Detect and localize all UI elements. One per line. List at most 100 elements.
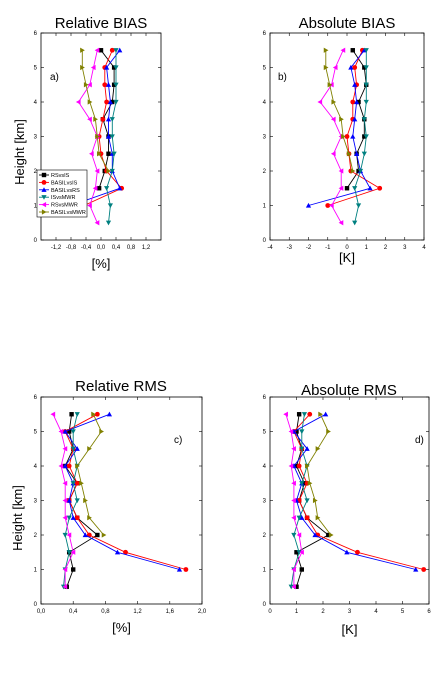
panel-1-point-ISvsMWR [111,151,117,157]
panel-1-y-tick-label: 2 [34,169,38,175]
panel-1-label: a) [50,72,59,83]
panel-4-x-tick-label: 5 [401,609,405,615]
panel-2-point-ISvsMWR [363,65,369,71]
panel-2-y-tick-label: 1 [263,204,267,210]
panel-2-point-BASILvsMWR [327,82,333,88]
panel-1-point-RSvsMWR [94,47,100,53]
panel-4-point-BASILvsMWR [318,411,323,417]
panel-3-point-RSvsIS [95,532,100,538]
panel-4-point-BASILvsMWR [305,463,310,469]
panel-3-point-RSvsMWR [62,446,68,452]
panel-2-x-tick-label: 3 [403,245,407,251]
panel-4-point-RSvsMWR [299,549,304,555]
panel-2-y-tick-label: 0 [263,238,267,244]
panel-2-x-tick-label: 1 [365,245,369,251]
panel-1-point-RSvsMWR [87,82,92,88]
panel-1-x-tick-label: -0,8 [66,245,77,251]
panel-2-point-ISvsMWR [355,203,362,209]
panel-2-y-tick-label: 5 [263,66,267,72]
panel-3-point-RSvsMWR [62,497,68,504]
panel-1-series-line-BASILvsIS [83,50,123,206]
panel-4-series-line-BASILvsMWR [306,414,332,536]
panel-2-point-RSvsIS [344,186,350,191]
panel-1-point-BASILvsMWR [80,47,85,53]
panel-4-point-BASILvsIS [296,463,302,469]
panel-1-point-ISvsMWR [113,99,119,105]
panel-4-point-ISvsMWR [304,498,310,504]
panel-3-point-ISvsMWR [70,429,76,435]
panel-2-point-ISvsMWR [363,99,369,105]
panel-4-point-ISvsMWR [299,446,305,452]
panel-2-point-BASILvsMWR [323,64,329,71]
panel-3-series-line-BASILvsRS [64,413,180,570]
panel-3-point-ISvsMWR [66,550,72,555]
panel-1-point-BASILvsRS [105,133,112,139]
panel-4-point-ISvsMWR [291,532,297,538]
panel-4-point-RSvsIS [299,567,304,572]
panel-4-y-tick-label: 5 [263,430,267,436]
panel-3-point-RSvsMWR [58,463,64,469]
panel-2-point-BASILvsIS [350,99,356,105]
panel-1-point-ISvsMWR [109,168,115,174]
panel-2-x-tick-label: 2 [384,245,388,251]
panel-2-point-RSvsIS [356,99,361,105]
panel-4-y-tick-label: 0 [263,602,267,608]
panel-2-point-BASILvsRS [350,133,356,139]
panel-4-y-tick-label: 3 [263,499,267,505]
panel-1-title: Relative BIAS [55,15,148,32]
legend-marker-ISvsMWR [41,195,47,200]
panel-2-point-BASILvsMWR [346,151,352,157]
panel-4-y-tick-label: 2 [263,533,267,539]
panel-1-point-BASILvsIS [102,82,108,88]
panel-4-point-BASILvsRS [413,566,419,572]
panel-3-x-tick-label: 1,6 [166,609,175,615]
panel-3-point-BASILvsMWR [101,532,107,538]
panel-4-x-tick-label: 0 [268,609,272,615]
panel-3-point-BASILvsIS [183,567,189,572]
panel-2-point-RSvsMWR [338,185,344,191]
panel-2-point-RSvsIS [350,48,355,53]
panel-3-point-RSvsMWR [58,428,64,435]
panel-1-point-BASILvsMWR [106,168,112,174]
legend-marker-RSvsIS [41,172,47,178]
panel-1-x-tick-label: -0,4 [81,245,92,251]
panel-3-point-RSvsMWR [62,515,68,521]
panel-4-point-BASILvsMWR [315,515,321,521]
panel-2-x-tick-label: -3 [287,245,293,251]
panel-3-point-ISvsMWR [66,515,72,521]
panel-4-point-BASILvsRS [312,532,318,538]
legend-label-BASILvsIS: BASILvsIS [51,180,78,186]
panel-2-point-RSvsMWR [338,220,344,226]
panel-1-x-tick-label: 0,4 [112,245,121,251]
panel-2-point-RSvsMWR [338,168,344,174]
panel-4-x-tick-label: 6 [427,609,431,615]
panel-2-point-RSvsMWR [329,202,334,209]
panel-3-point-BASILvsRS [62,463,68,469]
panel-4-point-RSvsIS [294,463,299,469]
panel-1-point-BASILvsRS [104,64,110,70]
panel-1-y-tick-label: 0 [34,238,38,244]
panel-1-x-tick-label: 0,0 [97,245,106,251]
panel-1-point-RSvsMWR [87,116,92,122]
panel-3-point-BASILvsRS [74,446,80,451]
panel-1-point-BASILvsIS [104,99,110,105]
panel-3-point-BASILvsRS [114,549,121,555]
panel-2-point-ISvsMWR [363,48,369,53]
panel-4-point-RSvsIS [296,412,302,417]
panel-2-point-RSvsIS [362,65,367,70]
panel-3-y-tick-label: 0 [34,602,38,608]
panel-1-point-BASILvsMWR [83,82,89,88]
panel-3-x-tick-label: 0,8 [101,609,110,615]
panel-1-point-RSvsMWR [92,185,98,191]
panel-1-point-RSvsMWR [87,202,92,209]
panel-4-label: d) [415,435,424,446]
panel-1-point-BASILvsIS [109,47,115,53]
panel-3-x-tick-label: 1,2 [133,609,142,615]
panel-3-point-BASILvsMWR [99,428,104,435]
panel-4-point-BASILvsIS [307,411,313,417]
panel-3-point-ISvsMWR [70,446,76,452]
panel-3-point-RSvsIS [66,429,72,434]
panel-4-point-RSvsIS [326,532,331,538]
panel-3-y-tick-label: 4 [34,464,38,470]
panel-1-y-tick-label: 6 [34,31,38,37]
